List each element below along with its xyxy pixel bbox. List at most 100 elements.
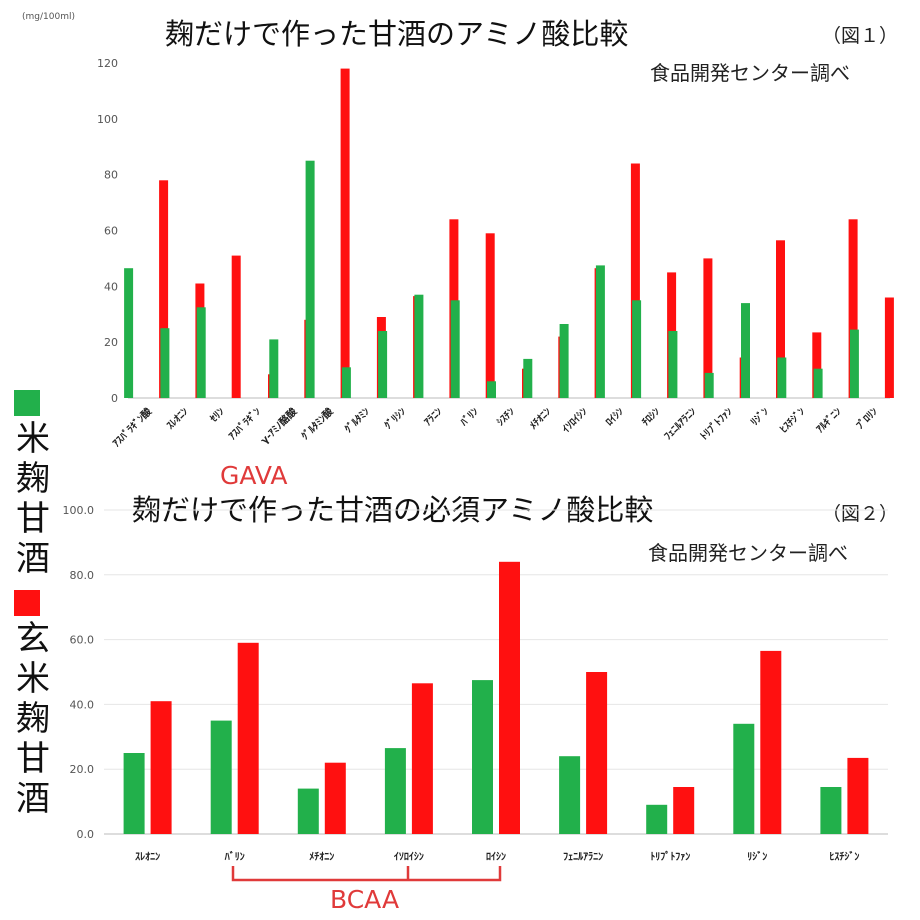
bar [499,561,520,834]
y-tick-label: 20.0 [70,763,95,776]
bar [340,68,350,398]
bar [595,265,605,398]
category-label: ｾﾘﾝ [207,406,227,426]
y-tick-label: 40.0 [70,698,95,711]
legend: 米麹甘酒 玄米麹甘酒 [14,390,50,819]
bar [848,219,858,398]
category-label: γ-ｱﾐﾉ酪酸 [258,404,300,446]
legend-swatch-brown-rice-koji [14,590,40,616]
bar [704,372,714,398]
y-tick-label: 60 [104,225,118,238]
category-label: ｲｿﾛｲｼﾝ [394,851,424,863]
category-label: ｸﾞﾘｼﾝ [381,405,408,432]
category-label: ｽﾚｵﾆﾝ [164,406,190,432]
category-label: ｽﾚｵﾆﾝ [135,851,160,863]
bar [378,331,388,398]
y-tick-label: 100 [97,113,118,126]
category-label: ｱﾙｷﾞﾆﾝ [813,405,843,435]
bar [733,723,755,834]
bar [269,339,279,398]
category-label: ﾒﾁｵﾆﾝ [527,406,553,432]
category-label: ｱｽﾊﾟﾗｷﾞﾝ酸 [110,404,155,449]
category-label: ﾛｲｼﾝ [603,406,626,429]
bar [450,300,460,398]
bar [305,160,315,398]
bcaa-annotation: BCAA [330,885,399,914]
bar [472,680,493,834]
bar [210,720,232,834]
category-label: ﾊﾞﾘﾝ [457,405,481,429]
category-label: ｸﾞﾙﾀﾐﾝ酸 [298,404,336,442]
bar [196,307,206,398]
bar [231,255,241,398]
bar [123,753,145,834]
bar [760,650,782,834]
chart1: 0 20 40 60 80 100 120 ｱｽﾊﾟﾗｷﾞﾝ酸 ｽﾚｵﾆﾝ ｾﾘﾝ ｱｽﾊﾟﾗｷﾞﾝ… [97,57,894,449]
category-label: ﾄﾘﾌﾟﾄﾌｧﾝ [697,405,734,442]
category-label: ﾘｼﾞﾝ [748,405,771,428]
bar [632,300,642,398]
bar [559,324,569,398]
chart1-figure-label: （図１） [822,25,898,47]
category-label: ｱｽﾊﾟﾗｷﾞﾝ [226,405,263,442]
category-label: ﾁﾛｼﾝ [640,406,663,429]
category-label: ﾛｲｼﾝ [486,851,506,863]
bar [523,358,533,398]
y-tick-label: 60.0 [70,634,95,647]
bar [812,332,822,398]
bar [777,357,787,398]
category-label: ﾋｽﾁｼﾞﾝ [777,405,807,435]
bar [485,233,495,398]
category-label: ｼｽﾁﾝ [494,406,517,429]
category-label: ﾌﾟﾛﾘﾝ [853,405,880,432]
category-label: ﾌｪﾆﾙｱﾗﾆﾝ [662,406,699,443]
legend-swatch-rice-koji [14,390,40,416]
y-tick-label: 0 [111,392,118,405]
category-label: ﾋｽﾁｼﾞﾝ [829,850,859,863]
bar [487,381,496,399]
bar [820,787,842,834]
chart1-source-note: 食品開発センター調べ [650,61,850,85]
category-label: ﾄﾘﾌﾟﾄﾌｧﾝ [650,850,690,863]
bar [324,762,346,834]
bar [668,331,678,398]
bar [673,787,695,834]
y-tick-label: 120 [97,57,118,70]
bar [124,268,134,398]
chart2-source-note: 食品開発センター調べ [648,541,848,565]
legend-label-rice-koji: 米麹甘酒 [16,419,50,579]
bar [150,701,172,834]
bar [741,303,750,398]
legend-label-brown-rice-koji: 玄米麹甘酒 [16,619,50,819]
y-tick-label: 20 [104,336,118,349]
chart1-title: 麹だけで作った甘酒のアミノ酸比較 [165,17,628,51]
bar [160,328,170,398]
bar [847,757,869,834]
bcaa-bracket [231,866,502,882]
bar [849,329,859,398]
category-label: ﾒﾁｵﾆﾝ [309,851,334,863]
bar [630,163,640,398]
category-label: ﾊﾞﾘﾝ [224,850,245,863]
y-tick-label: 80.0 [70,569,95,582]
chart1-unit: (mg/100ml) [22,12,75,22]
y-tick-label: 100.0 [63,504,95,517]
bar [559,756,581,834]
bar [411,683,433,834]
category-label: ｲｿﾛｲｼﾝ [560,406,590,436]
y-tick-label: 80 [104,169,118,182]
category-label: ﾘｼﾞﾝ [747,850,767,863]
bar [159,180,169,399]
bar [237,642,259,834]
y-tick-label: 0.0 [77,828,95,841]
bar [776,240,785,398]
bar [297,788,319,834]
bar [414,294,424,398]
bar [646,804,668,834]
bar [703,258,713,398]
y-tick-label: 40 [104,280,118,293]
bar [341,367,351,398]
bar [813,368,823,398]
